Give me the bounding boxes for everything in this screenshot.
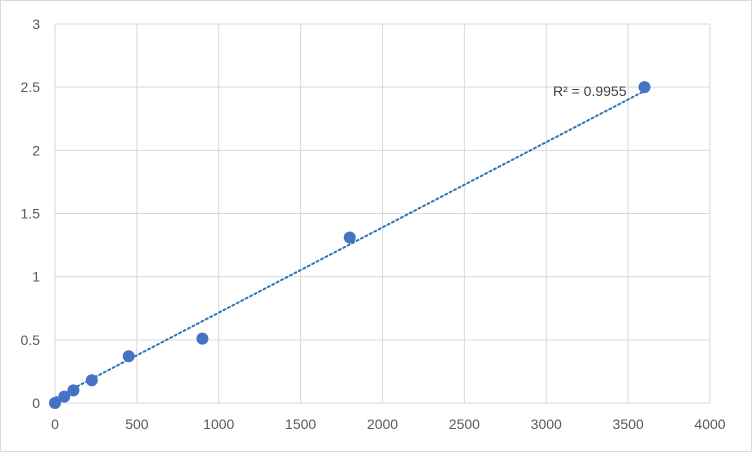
tick-labels: 0 500 1000 1500 2000 2500 3000 3500 4000 0 0.5 1 1.5… [21, 16, 726, 432]
x-tick-label: 2500 [449, 416, 480, 432]
data-point [196, 332, 209, 345]
trendline [54, 89, 646, 399]
y-tick-label: 0.5 [21, 332, 41, 348]
y-tick-label: 1.5 [21, 206, 41, 222]
data-point [122, 350, 135, 363]
x-tick-label: 2000 [367, 416, 398, 432]
x-tick-label: 3000 [531, 416, 562, 432]
x-tick-label: 500 [125, 416, 149, 432]
r-squared-label: R² = 0.9955 [553, 83, 627, 99]
data-point [638, 81, 651, 94]
y-tick-label: 3 [32, 16, 40, 32]
data-point [85, 374, 98, 387]
y-tick-label: 0 [32, 395, 40, 411]
y-tick-label: 1 [32, 269, 40, 285]
x-tick-label: 3500 [613, 416, 644, 432]
gridlines [54, 23, 711, 404]
data-point [67, 384, 80, 397]
trendline-layer [54, 89, 646, 399]
data-point [49, 397, 61, 409]
y-tick-label: 2.5 [21, 79, 41, 95]
data-point [343, 231, 356, 244]
x-tick-label: 0 [51, 416, 59, 432]
y-tick-label: 2 [32, 142, 40, 158]
x-tick-label: 1000 [203, 416, 234, 432]
data-point [58, 390, 71, 403]
x-tick-label: 1500 [285, 416, 316, 432]
x-tick-label: 4000 [694, 416, 725, 432]
data-points [49, 81, 651, 409]
